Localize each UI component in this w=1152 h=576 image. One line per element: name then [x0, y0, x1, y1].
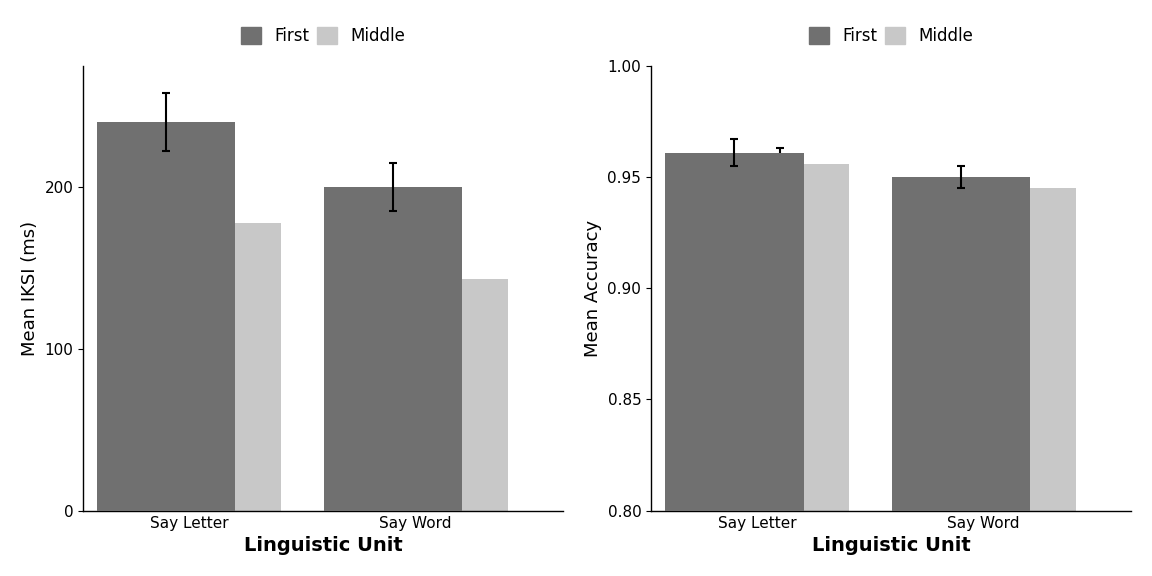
Bar: [324, 187, 462, 511]
Y-axis label: Mean IKSI (ms): Mean IKSI (ms): [21, 221, 39, 356]
Y-axis label: Mean Accuracy: Mean Accuracy: [584, 219, 601, 357]
Bar: [665, 153, 804, 576]
Legend: First, Middle: First, Middle: [234, 21, 412, 52]
Bar: [711, 164, 849, 576]
Bar: [937, 188, 1076, 576]
Bar: [142, 223, 281, 511]
Bar: [892, 177, 1030, 576]
X-axis label: Linguistic Unit: Linguistic Unit: [244, 536, 402, 555]
Bar: [97, 122, 235, 511]
X-axis label: Linguistic Unit: Linguistic Unit: [812, 536, 970, 555]
Legend: First, Middle: First, Middle: [802, 21, 980, 52]
Bar: [369, 279, 508, 511]
